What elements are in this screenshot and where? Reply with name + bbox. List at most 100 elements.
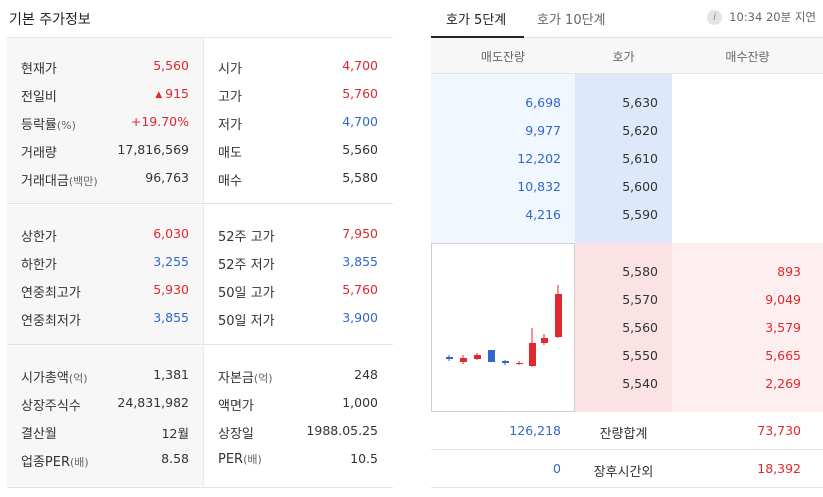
field-value: +19.70% [131, 114, 189, 129]
field-label-text: 자본금 [218, 371, 254, 386]
candle [474, 355, 481, 359]
field-value: 1988.05.25 [306, 423, 378, 438]
field-value: 24,831,982 [117, 395, 189, 410]
info-row: 현재가 5,560 시가 4,700 [7, 58, 393, 80]
field-label: 저가 [218, 114, 242, 133]
field-label: 업종PER(배) [21, 451, 89, 470]
candle [502, 361, 509, 363]
field-label: 상장주식수 [21, 395, 81, 414]
candle [488, 350, 495, 362]
total-label: 잔량합계 [599, 427, 648, 442]
field-value-text: 3,855 [153, 310, 189, 325]
field-label-text: 매수 [218, 174, 242, 189]
info-row: 하한가 3,255 52주 저가 3,855 [7, 254, 393, 276]
panel-title: 기본 주가정보 [9, 12, 91, 28]
up-arrow-icon: ▲ [155, 90, 163, 100]
field-label-text: 전일비 [21, 90, 57, 105]
field-value: 17,816,569 [117, 142, 189, 157]
field-unit: (백만) [68, 175, 98, 188]
divider [7, 344, 393, 345]
field-label-text: 시가총액 [21, 371, 69, 386]
bid-volume: 3,579 [765, 320, 801, 335]
field-value-text: 1,381 [153, 367, 189, 382]
info-row: 연중최고가 5,930 50일 고가 5,760 [7, 282, 393, 304]
bid-price: 5,570 [622, 292, 658, 307]
divider [203, 346, 204, 486]
total-bid-volume: 73,730 [757, 423, 801, 438]
bid-row: 5,580 893 [431, 264, 823, 284]
field-label: 전일비 [21, 86, 57, 105]
field-label-text: 고가 [218, 90, 242, 105]
field-value-text: 24,831,982 [117, 395, 189, 410]
field-label: 매수 [218, 170, 242, 189]
field-label-text: 거래대금 [21, 174, 69, 189]
tab-5-level[interactable]: 호가 5단계 [446, 13, 507, 28]
field-value: 4,700 [342, 58, 378, 73]
field-value: ▲ 915 [155, 86, 189, 101]
section-background [7, 346, 203, 486]
field-value: 5,560 [153, 58, 189, 73]
field-label-text: 현재가 [21, 62, 57, 77]
field-label: 상한가 [21, 226, 57, 245]
field-unit: (억) [68, 372, 88, 385]
field-value: 5,580 [342, 170, 378, 185]
field-value: 3,255 [153, 254, 189, 269]
field-label-text: 연중최저가 [21, 314, 81, 329]
bid-price-area [575, 243, 672, 412]
ask-volume: 4,216 [525, 207, 561, 222]
field-label: 50일 고가 [218, 282, 275, 301]
section-background [7, 205, 203, 345]
divider [7, 37, 393, 38]
candle [460, 358, 467, 362]
info-row: 거래량 17,816,569 매도 5,560 [7, 142, 393, 164]
info-row: 등락률(%) +19.70% 저가 4,700 [7, 114, 393, 136]
price-section: 현재가 5,560 시가 4,700 전일비 ▲ 915 고가 5,760 등락률(%) +19.7… [7, 38, 393, 204]
candle [446, 357, 453, 359]
candle [516, 363, 523, 364]
field-label: 고가 [218, 86, 242, 105]
ask-price: 5,600 [622, 179, 658, 194]
field-label-text: 상장일 [218, 427, 254, 442]
field-value-text: 5,560 [153, 58, 189, 73]
ask-volume: 10,832 [517, 179, 561, 194]
field-value: 8.58 [161, 451, 189, 466]
ask-price-area [575, 74, 672, 243]
info-row: 거래대금(백만) 96,763 매수 5,580 [7, 170, 393, 192]
ask-price: 5,610 [622, 151, 658, 166]
field-label: 자본금(억) [218, 367, 273, 386]
field-label-text: 상한가 [21, 230, 57, 245]
active-tab-indicator [431, 36, 524, 38]
divider [203, 205, 204, 345]
company-section: 시가총액(억) 1,381 자본금(억) 248 상장주식수 24,831,982 액면가 1… [7, 346, 393, 486]
candle [541, 338, 548, 343]
info-row: 전일비 ▲ 915 고가 5,760 [7, 86, 393, 108]
delay-text: 10:34 20분 지연 [729, 10, 816, 24]
bid-row: 5,540 2,269 [431, 376, 823, 396]
info-icon[interactable]: i [707, 10, 723, 25]
info-row: 시가총액(억) 1,381 자본금(억) 248 [7, 367, 393, 389]
field-label: 거래량 [21, 142, 57, 161]
ask-row: 6,698 5,630 [431, 95, 823, 115]
field-value: 1,000 [342, 395, 378, 410]
ask-price: 5,620 [622, 123, 658, 138]
field-label: 52주 저가 [218, 254, 275, 273]
ask-volume-area [431, 74, 575, 243]
field-label-text: 저가 [218, 118, 242, 133]
field-unit: (배) [243, 453, 262, 466]
total-ask-volume: 126,218 [509, 423, 561, 438]
bid-price: 5,540 [622, 376, 658, 391]
field-value-text: 6,030 [153, 226, 189, 241]
field-value: 10.5 [350, 451, 378, 466]
field-label-text: 50일 저가 [218, 314, 275, 329]
ask-volume: 6,698 [525, 95, 561, 110]
field-label-text: 52주 저가 [218, 258, 275, 273]
field-value: 5,760 [342, 86, 378, 101]
field-label: 50일 저가 [218, 310, 275, 329]
field-unit: (%) [56, 119, 76, 132]
field-label: 액면가 [218, 395, 254, 414]
info-row: 업종PER(배) 8.58 PER(배) 10.5 [7, 451, 393, 473]
info-row: 상한가 6,030 52주 고가 7,950 [7, 226, 393, 248]
divider [203, 38, 204, 204]
tab-10-level[interactable]: 호가 10단계 [537, 13, 606, 28]
header-ask-volume: 매도잔량 [480, 50, 526, 64]
